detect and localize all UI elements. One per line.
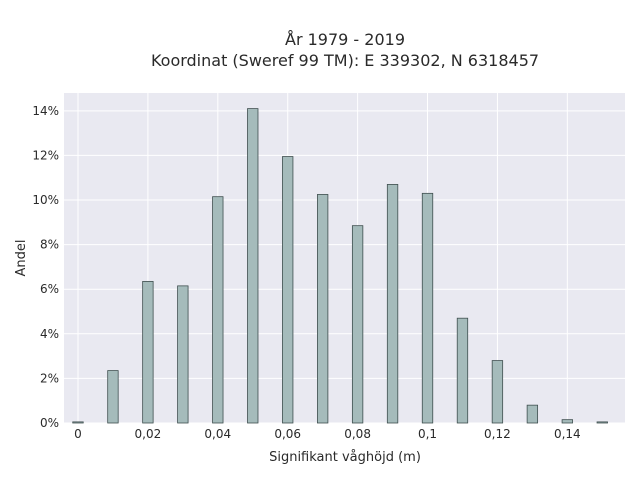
x-tick-label: 0,04	[204, 427, 231, 441]
chart-title-line-2: Koordinat (Sweref 99 TM): E 339302, N 63…	[151, 51, 539, 70]
bar	[386, 184, 399, 424]
x-tick-label: 0,02	[135, 427, 162, 441]
bar	[107, 370, 119, 424]
bar	[247, 108, 259, 424]
bar	[526, 404, 539, 424]
y-tick-label: 14%	[32, 104, 59, 118]
y-tick-labels: 0% 2% 4% 6% 8% 10% 12% 14%	[32, 104, 59, 430]
bar	[142, 281, 154, 424]
x-tick-labels: 0 0,02 0,04 0,06 0,08 0,1 0,12 0,14	[74, 427, 581, 441]
bar	[561, 419, 573, 424]
y-tick-label: 4%	[40, 327, 59, 341]
bar	[72, 421, 84, 424]
y-tick-label: 10%	[32, 193, 59, 207]
plot-area	[64, 93, 625, 423]
x-tick-label: 0,12	[484, 427, 511, 441]
y-tick-label: 0%	[40, 416, 59, 430]
bar	[212, 196, 224, 424]
y-tick-label: 12%	[32, 148, 59, 162]
x-tick-label: 0,08	[344, 427, 371, 441]
y-tick-label: 8%	[40, 238, 59, 252]
x-tick-label: 0,14	[554, 427, 581, 441]
y-tick-label: 2%	[40, 371, 59, 385]
bar	[491, 360, 504, 424]
x-tick-label: 0,06	[274, 427, 301, 441]
x-axis-label: Signifikant våghöjd (m)	[269, 450, 421, 465]
chart-title-line-1: År 1979 - 2019	[285, 30, 405, 49]
bars	[72, 108, 608, 424]
bar	[177, 285, 189, 424]
bar	[282, 156, 294, 424]
bar	[351, 225, 364, 424]
bar	[317, 194, 329, 424]
x-tick-label: 0	[74, 427, 82, 441]
y-axis-label: Andel	[14, 240, 29, 277]
x-tick-label: 0,1	[418, 427, 437, 441]
bar	[421, 192, 434, 424]
bar	[596, 421, 608, 424]
bar	[456, 317, 469, 424]
y-tick-label: 6%	[40, 282, 59, 296]
